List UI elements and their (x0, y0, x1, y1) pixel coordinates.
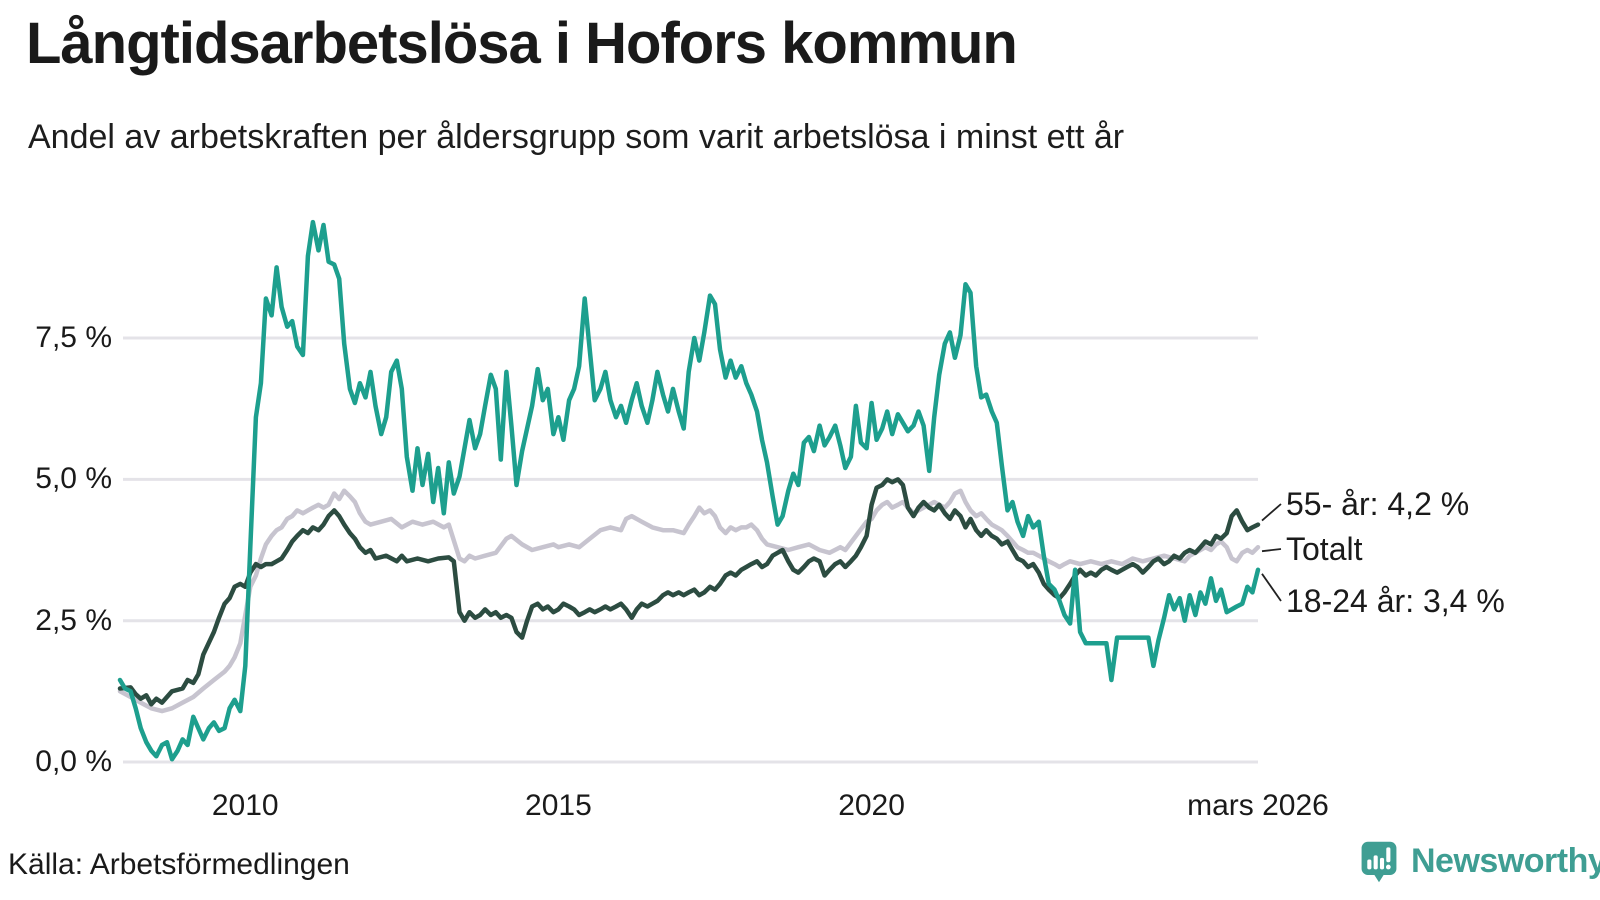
newsworthy-logo: Newsworthy (1360, 840, 1600, 883)
x-axis-tick-label: mars 2026 (1187, 789, 1329, 822)
annotation-leader-55- år (1261, 503, 1282, 522)
page-subtitle: Andel av arbetskraften per åldersgrupp s… (28, 118, 1125, 156)
annotation-leader-18-24 år (1261, 573, 1282, 602)
annotation-leader-lines (1261, 503, 1282, 602)
series-line-55- år (117, 477, 1261, 707)
series-line-Totalt (117, 488, 1261, 714)
series-line-18-24 år (117, 219, 1261, 762)
source-note: Källa: Arbetsförmedlingen (8, 848, 350, 881)
y-axis-tick-label: 0,0 % (35, 745, 112, 778)
series-lines (117, 219, 1261, 762)
annotation-label-55- år: 55- år: 4,2 % (1286, 486, 1470, 522)
gridlines (123, 336, 1258, 764)
annotation-label-Totalt: Totalt (1286, 531, 1363, 567)
page-title: Långtidsarbetslösa i Hofors kommun (26, 11, 1018, 76)
bar-chart-speech-bubble-icon (1361, 841, 1397, 883)
x-axis-tick-label: 2020 (838, 789, 905, 822)
y-axis-tick-label: 7,5 % (35, 321, 112, 355)
y-axis-tick-label: 2,5 % (35, 603, 112, 637)
x-axis-tick-label: 2010 (211, 789, 279, 822)
annotation-label-18-24 år: 18-24 år: 3,4 % (1286, 583, 1505, 619)
annotation-leader-Totalt (1261, 548, 1282, 553)
x-axis-tick-label: 2015 (525, 789, 592, 822)
y-axis-tick-label: 5,0 % (35, 462, 112, 496)
newsworthy-wordmark: Newsworthy (1411, 842, 1600, 880)
